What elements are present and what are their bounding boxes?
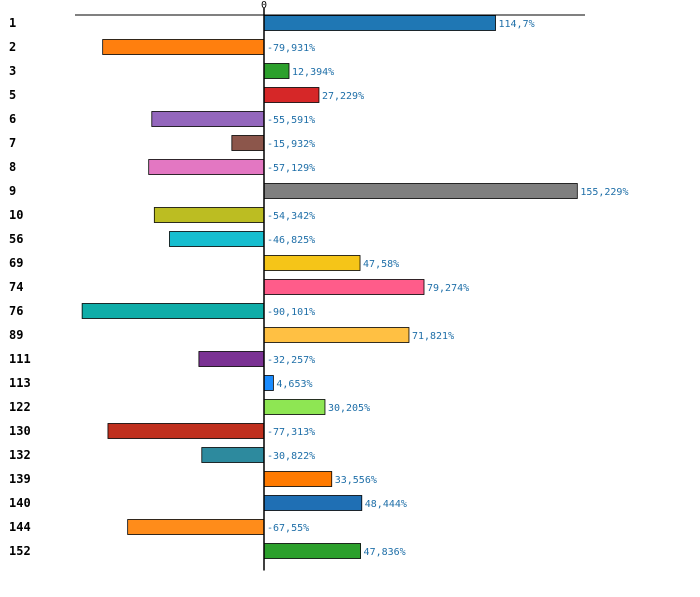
category-label: 2 (9, 40, 16, 54)
category-label: 132 (9, 448, 31, 462)
value-label: 114,7% (499, 19, 535, 30)
bar (263, 279, 425, 295)
bar (201, 447, 265, 463)
value-label: -15,932% (267, 139, 315, 150)
category-label: 8 (9, 160, 16, 174)
bar (263, 15, 496, 31)
bar (81, 303, 265, 319)
category-label: 113 (9, 376, 31, 390)
category-label: 7 (9, 136, 16, 150)
value-label: 30,205% (328, 403, 370, 414)
category-label: 139 (9, 472, 31, 486)
value-label: 71,821% (412, 331, 454, 342)
bar (102, 39, 265, 55)
category-label: 9 (9, 184, 16, 198)
category-label: 69 (9, 256, 23, 270)
value-label: 155,229% (580, 187, 628, 198)
value-label: -46,825% (267, 235, 315, 246)
value-label: 4,653% (276, 379, 312, 390)
value-label: 27,229% (322, 91, 364, 102)
category-label: 89 (9, 328, 23, 342)
value-label: -30,822% (267, 451, 315, 462)
value-label: -90,101% (267, 307, 315, 318)
category-label: 6 (9, 112, 16, 126)
category-label: 122 (9, 400, 31, 414)
category-label: 76 (9, 304, 23, 318)
category-label: 3 (9, 64, 16, 78)
bar (263, 255, 361, 271)
category-label: 10 (9, 208, 23, 222)
zero-tick-label: 0 (261, 0, 267, 11)
value-label: 79,274% (427, 283, 469, 294)
value-label: -57,129% (267, 163, 315, 174)
category-label: 111 (9, 352, 31, 366)
value-label: 47,58% (363, 259, 399, 270)
bar (263, 63, 290, 79)
value-label: -54,342% (267, 211, 315, 222)
category-label: 140 (9, 496, 31, 510)
value-label: 33,556% (335, 475, 377, 486)
bar (148, 159, 265, 175)
category-label: 1 (9, 16, 16, 30)
value-label: -55,591% (267, 115, 315, 126)
value-label: -79,931% (267, 43, 315, 54)
bar (263, 375, 274, 391)
bar (263, 87, 320, 103)
bar (263, 495, 363, 511)
value-label: 12,394% (292, 67, 334, 78)
bar (263, 543, 361, 559)
category-label: 130 (9, 424, 31, 438)
bar (263, 183, 578, 199)
category-label: 5 (9, 88, 16, 102)
bar (198, 351, 265, 367)
bar (153, 207, 265, 223)
bar (107, 423, 265, 439)
bar (151, 111, 265, 127)
bar (263, 327, 410, 343)
value-label: 48,444% (365, 499, 407, 510)
value-label: -32,257% (267, 355, 315, 366)
value-label: 47,836% (364, 547, 406, 558)
bars-group: 1 114,7% 2 -79,931% 3 12,394% 5 27,229% 6 -55,591… (9, 15, 628, 559)
bar (127, 519, 265, 535)
category-label: 144 (9, 520, 31, 534)
category-label: 56 (9, 232, 23, 246)
category-label: 74 (9, 280, 23, 294)
value-label: -77,313% (267, 427, 315, 438)
bar (231, 135, 265, 151)
bar (263, 471, 333, 487)
bar (263, 399, 326, 415)
value-label: -67,55% (267, 523, 309, 534)
bar (169, 231, 265, 247)
category-label: 152 (9, 544, 31, 558)
